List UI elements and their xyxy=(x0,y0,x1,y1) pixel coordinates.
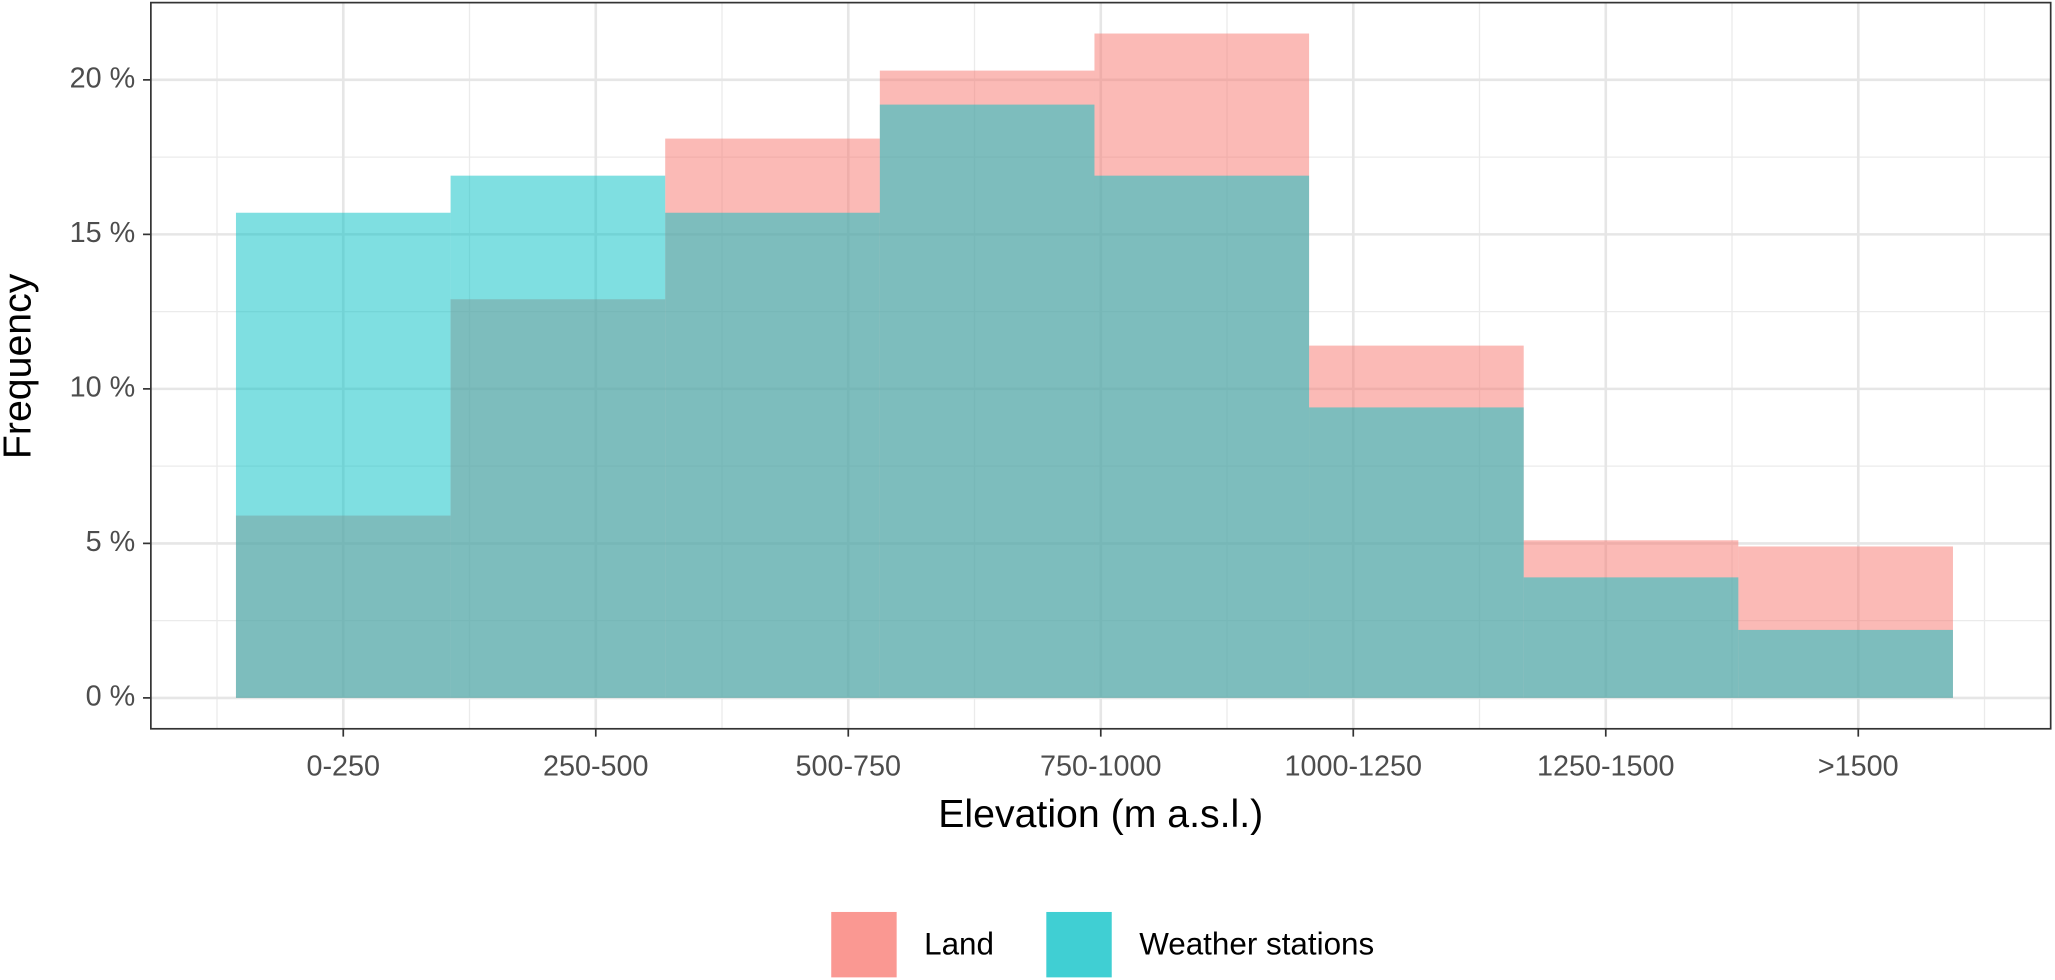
legend-label: Weather stations xyxy=(1139,926,1374,961)
x-tick-label: 500-750 xyxy=(795,751,901,783)
x-axis-title: Elevation (m a.s.l.) xyxy=(938,792,1263,836)
x-tick-label: 0-250 xyxy=(306,751,380,783)
x-tick-label: 1000-1250 xyxy=(1284,751,1422,783)
x-tick-label: >1500 xyxy=(1818,751,1899,783)
bar xyxy=(1309,407,1524,698)
y-tick-label: 0 % xyxy=(86,680,136,712)
y-axis-title: Frequency xyxy=(0,273,39,459)
y-tick-label: 10 % xyxy=(70,371,136,403)
legend-label: Land xyxy=(924,926,994,961)
x-tick-label: 750-1000 xyxy=(1040,751,1162,783)
bar xyxy=(879,104,1095,698)
bar xyxy=(450,175,666,698)
y-tick-label: 15 % xyxy=(70,217,136,249)
legend-key xyxy=(831,911,897,978)
x-tick-label: 1250-1500 xyxy=(1537,751,1675,783)
bar xyxy=(235,212,451,698)
y-tick-label: 5 % xyxy=(86,526,136,558)
legend-key xyxy=(1046,911,1112,978)
bar xyxy=(665,212,880,698)
bar xyxy=(1094,175,1310,698)
y-tick-label: 20 % xyxy=(70,62,136,94)
bar xyxy=(1738,629,1953,698)
bar xyxy=(1523,577,1739,698)
bars xyxy=(235,33,1953,698)
x-tick-label: 250-500 xyxy=(543,751,649,783)
